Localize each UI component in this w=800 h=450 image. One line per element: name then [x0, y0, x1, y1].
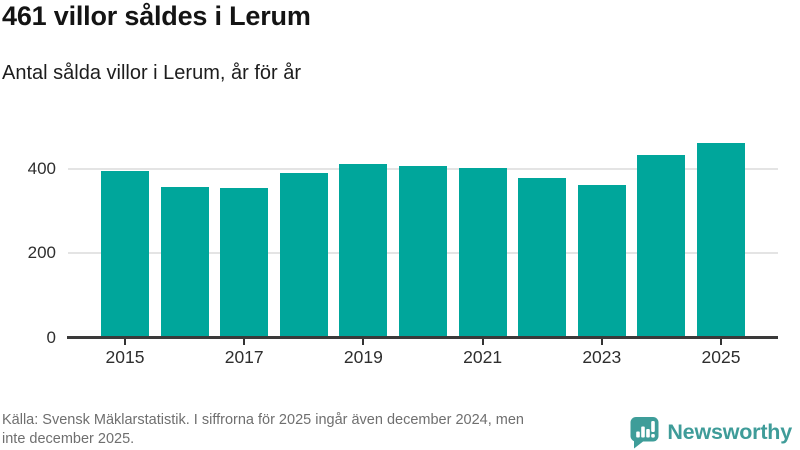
x-tick-2021	[481, 338, 484, 345]
newsworthy-wordmark: Newsworthy	[667, 420, 792, 444]
bar-2015	[101, 171, 149, 337]
bar-chart: 0 200 400 2015 2017 2019 2021 2023 2025	[27, 140, 778, 367]
chart-title: 461 villor såldes i Lerum	[2, 1, 311, 31]
x-tick-2025	[720, 338, 722, 345]
x-tick-2015	[124, 338, 126, 345]
x-tick-label-2015: 2015	[105, 347, 145, 367]
chart-subtitle: Antal sålda villor i Lerum, år för år	[2, 62, 302, 84]
bar-2024	[637, 155, 686, 337]
x-tick-2023	[600, 338, 603, 345]
bar-2019	[339, 163, 388, 337]
newsworthy-bubble-chart-icon	[630, 417, 659, 449]
source-note-line2: inte december 2025.	[2, 430, 135, 447]
bar-2016	[160, 187, 209, 337]
y-tick-label-0: 0	[46, 327, 56, 347]
y-tick-label-400: 400	[27, 159, 56, 179]
bar-2017	[220, 187, 269, 337]
x-tick-label-2023: 2023	[582, 347, 622, 367]
x-tick-label-2017: 2017	[224, 347, 264, 367]
source-note-line1: Källa: Svensk Mäklarstatistik. I siffror…	[2, 412, 524, 428]
plot-area	[68, 140, 778, 337]
x-axis-line	[67, 335, 778, 339]
x-tick-2019	[362, 338, 365, 345]
newsworthy-logo[interactable]: Newsworthy	[629, 415, 792, 449]
x-tick-label-2019: 2019	[343, 347, 383, 367]
bar-2023	[577, 185, 626, 337]
x-tick-2017	[243, 338, 246, 345]
x-tick-label-2025: 2025	[701, 347, 741, 367]
y-tick-label-200: 200	[27, 243, 56, 263]
bar-2025	[697, 142, 745, 337]
source-note: Källa: Svensk Mäklarstatistik. I siffror…	[2, 411, 524, 448]
bar-2022	[518, 177, 567, 337]
bar-2018	[279, 172, 328, 337]
x-tick-label-2021: 2021	[463, 347, 503, 367]
bar-2020	[399, 166, 447, 337]
bar-2021	[458, 167, 507, 337]
